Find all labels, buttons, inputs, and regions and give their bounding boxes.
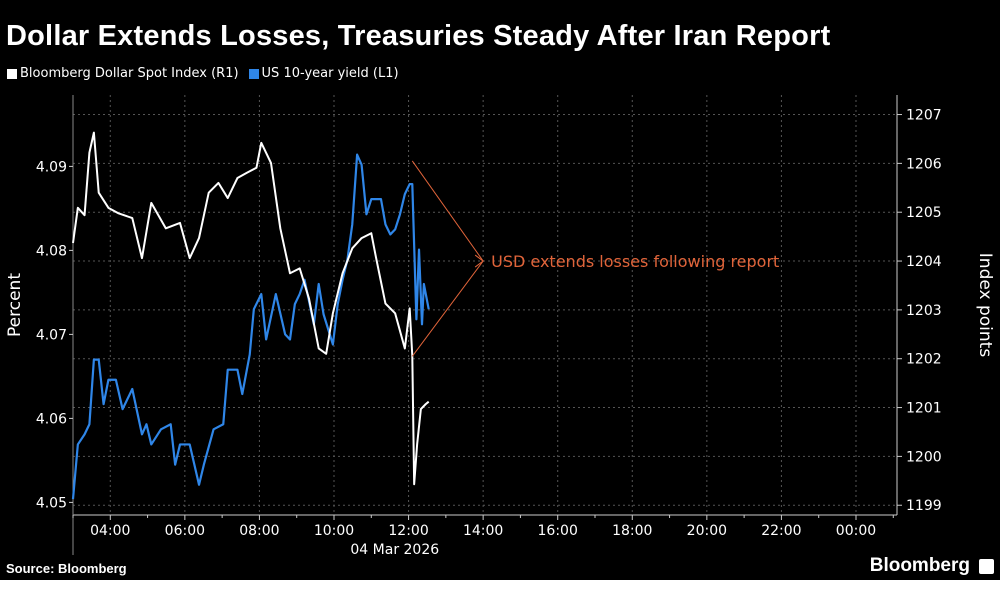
x-tick-label: 10:00 bbox=[314, 523, 354, 539]
legend-item-yield: US 10-year yield (L1) bbox=[248, 66, 399, 81]
left-tick-label: 4.05 bbox=[36, 495, 67, 511]
x-tick-label: 12:00 bbox=[388, 523, 428, 539]
right-tick-label: 1199 bbox=[906, 498, 942, 514]
legend: Bloomberg Dollar Spot Index (R1) US 10-y… bbox=[7, 66, 399, 81]
legend-item-dollar: Bloomberg Dollar Spot Index (R1) bbox=[7, 66, 239, 81]
chart-plot: 04:00 06:00 08:00 10:00 12:00 14:00 16:00 18:00… bbox=[5, 95, 995, 558]
x-tick-label: 20:00 bbox=[687, 523, 727, 539]
chart-title: Dollar Extends Losses, Treasuries Steady… bbox=[6, 20, 831, 52]
right-axis-title: Index points bbox=[975, 253, 995, 358]
x-tick-label: 00:00 bbox=[836, 523, 876, 539]
left-tick-label: 4.06 bbox=[36, 411, 67, 427]
annotation-arrow bbox=[411, 260, 484, 357]
left-axis-title: Percent bbox=[5, 273, 25, 337]
right-tick-label: 1207 bbox=[906, 108, 942, 124]
source-note: Source: Bloomberg bbox=[6, 561, 127, 576]
x-tick-label: 22:00 bbox=[761, 523, 801, 539]
right-tick-label: 1200 bbox=[906, 449, 942, 465]
annotation-arrowhead bbox=[474, 254, 484, 268]
series-line-us-10-year-yield bbox=[71, 153, 430, 500]
x-tick-label: 14:00 bbox=[463, 523, 503, 539]
left-tick-label: 4.08 bbox=[36, 243, 67, 259]
x-tick-label: 16:00 bbox=[538, 523, 578, 539]
bloomberg-chart-icon bbox=[979, 559, 994, 574]
legend-label: US 10-year yield (L1) bbox=[261, 66, 399, 81]
right-tick-label: 1206 bbox=[906, 156, 942, 172]
x-tick-label: 06:00 bbox=[165, 523, 205, 539]
series-line-dollar-index bbox=[72, 131, 430, 486]
x-tick-label: 18:00 bbox=[612, 523, 652, 539]
x-axis-label: 04 Mar 2026 bbox=[350, 542, 439, 558]
chart-frame bbox=[0, 0, 1000, 580]
right-tick-label: 1203 bbox=[906, 303, 942, 319]
left-tick-label: 4.09 bbox=[36, 159, 67, 175]
right-tick-label: 1202 bbox=[906, 352, 942, 368]
x-tick-label: 04:00 bbox=[90, 523, 130, 539]
annotation-text: USD extends losses following report bbox=[491, 252, 779, 271]
bloomberg-logo: Bloomberg bbox=[869, 555, 970, 576]
annotation-arrow bbox=[411, 160, 484, 262]
x-tick-label: 08:00 bbox=[239, 523, 279, 539]
right-tick-label: 1205 bbox=[906, 205, 942, 221]
legend-swatch-blue bbox=[248, 68, 259, 79]
legend-swatch-white bbox=[7, 68, 17, 79]
right-tick-label: 1204 bbox=[906, 254, 942, 270]
right-tick-label: 1201 bbox=[906, 401, 942, 417]
legend-label: Bloomberg Dollar Spot Index (R1) bbox=[20, 66, 239, 81]
left-tick-label: 4.07 bbox=[36, 327, 67, 343]
